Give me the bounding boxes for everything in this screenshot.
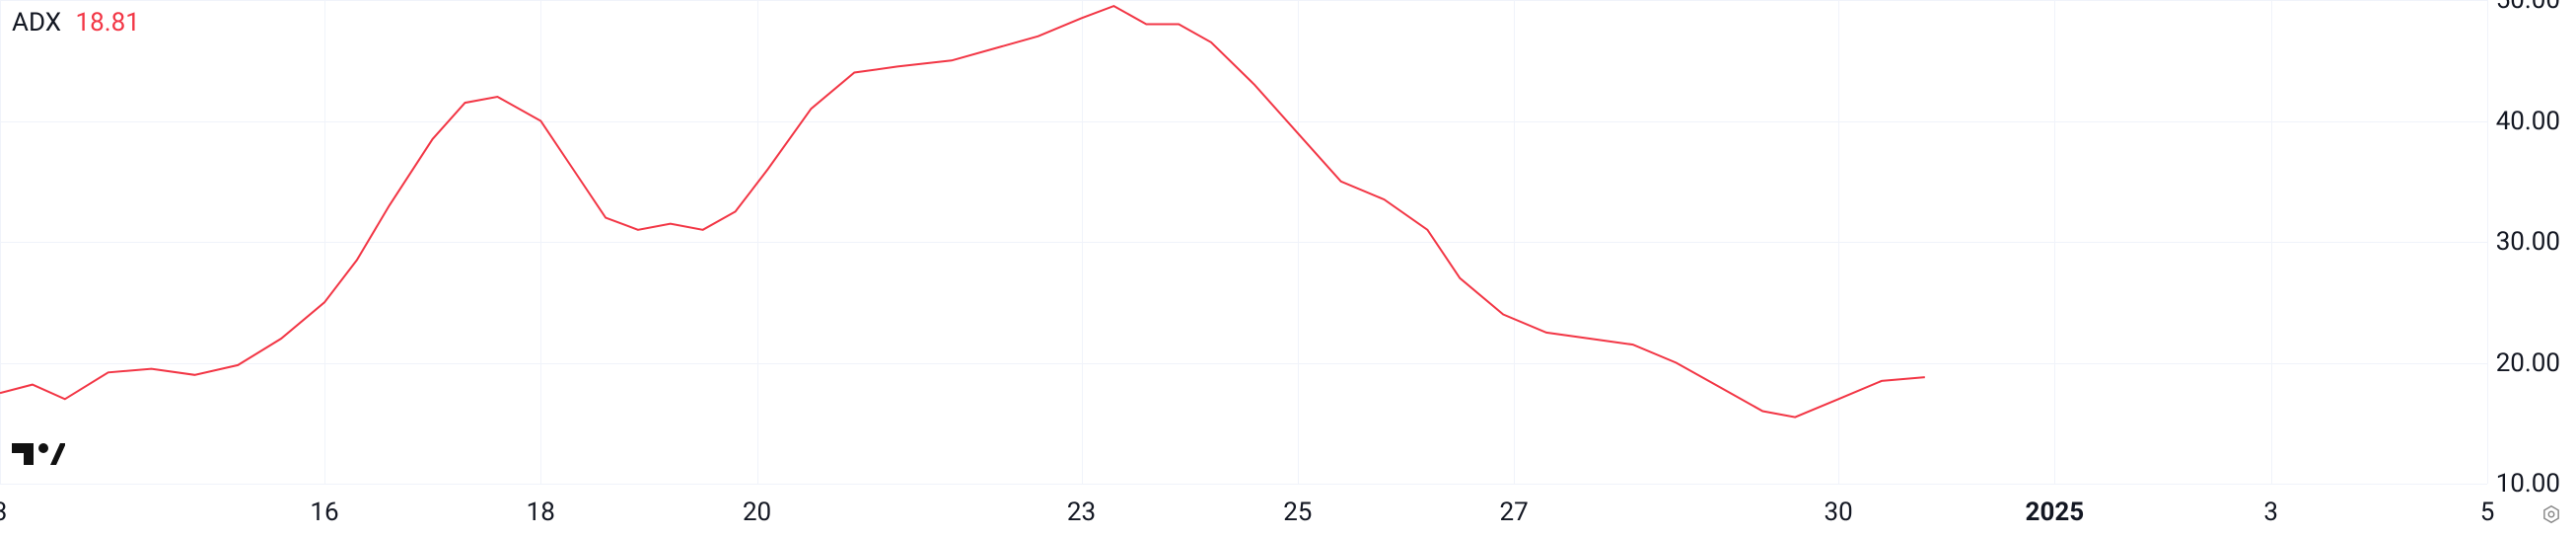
y-tick-label: 50.00 xyxy=(2496,0,2560,15)
x-tick-label: 3 xyxy=(0,498,7,527)
adx-line xyxy=(0,6,1925,418)
x-tick-label: 25 xyxy=(1283,498,1312,527)
x-tick-label: 5 xyxy=(2480,498,2495,527)
y-tick-label: 20.00 xyxy=(2496,348,2560,378)
x-tick-label: 2025 xyxy=(2026,498,2085,527)
settings-icon[interactable] xyxy=(2540,503,2562,525)
y-tick-label: 40.00 xyxy=(2496,107,2560,136)
x-tick-label: 18 xyxy=(527,498,555,527)
x-tick-label: 27 xyxy=(1500,498,1529,527)
x-tick-label: 23 xyxy=(1067,498,1096,527)
y-tick-label: 30.00 xyxy=(2496,227,2560,257)
tradingview-logo xyxy=(12,434,65,474)
x-tick-label: 20 xyxy=(743,498,771,527)
y-tick-label: 10.00 xyxy=(2496,469,2560,499)
x-tick-label: 16 xyxy=(310,498,338,527)
line-chart[interactable] xyxy=(0,0,2576,537)
chart-container: ADX 18.81 50.0040.0030.0020.0010.00 3161… xyxy=(0,0,2576,537)
x-tick-label: 30 xyxy=(1824,498,1852,527)
x-tick-label: 3 xyxy=(2263,498,2278,527)
